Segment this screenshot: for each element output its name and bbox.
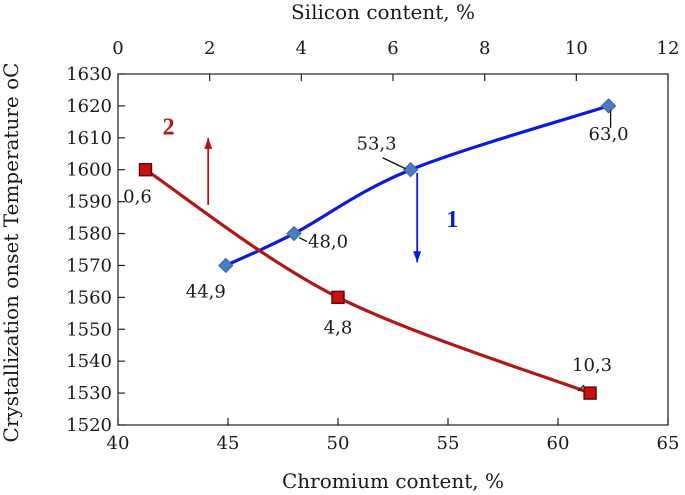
label-leader <box>382 157 406 170</box>
y-tick-label: 1540 <box>66 351 112 372</box>
x2-tick-label: 6 <box>387 38 398 59</box>
x-tick-label: 45 <box>217 433 240 454</box>
data-point <box>600 98 617 114</box>
label-leader <box>298 236 308 243</box>
x-tick-label: 50 <box>327 433 350 454</box>
y-tick-label: 1590 <box>66 192 112 213</box>
series2-arrow-head <box>204 137 213 149</box>
data-label: 10,3 <box>572 355 612 376</box>
data-point <box>286 225 302 242</box>
series-id-label: 1 <box>446 207 458 233</box>
y-tick-label: 1600 <box>66 160 112 181</box>
x-tick-label: 60 <box>547 433 570 454</box>
data-point <box>138 163 153 177</box>
data-point <box>402 162 419 178</box>
data-point <box>583 386 597 400</box>
series-id-label: 2 <box>163 115 175 141</box>
series-line <box>225 104 610 267</box>
y-axis-title: Crystallization onset Temperature oC <box>0 63 23 443</box>
data-label: 4,8 <box>324 317 353 338</box>
x2-tick-label: 8 <box>479 38 490 59</box>
y-tick-label: 1550 <box>66 319 112 340</box>
x2-tick-label: 0 <box>112 38 123 59</box>
data-label: 44,9 <box>186 281 226 302</box>
y-tick-label: 1580 <box>66 224 112 245</box>
data-label: 0,6 <box>123 187 152 208</box>
y-tick-label: 1630 <box>66 64 112 85</box>
series1-arrow-head <box>413 251 422 263</box>
x-axis-title: Chromium content, % <box>282 469 504 493</box>
y-tick-label: 1520 <box>66 415 112 436</box>
data-point <box>331 290 345 305</box>
x2-axis-title: Silicon content, % <box>291 0 475 24</box>
x2-tick-label: 12 <box>657 38 680 59</box>
x2-tick-label: 10 <box>565 38 588 59</box>
data-point <box>218 257 234 274</box>
x-tick-label: 40 <box>107 433 130 454</box>
x2-tick-label: 2 <box>204 38 215 59</box>
x-tick-label: 65 <box>657 433 680 454</box>
label-leader <box>577 384 585 392</box>
x-tick-label: 55 <box>437 433 460 454</box>
y-tick-label: 1610 <box>66 128 112 149</box>
y-tick-label: 1530 <box>66 383 112 404</box>
y-tick-label: 1570 <box>66 255 112 276</box>
y-tick-label: 1560 <box>66 287 112 308</box>
data-label: 63,0 <box>589 124 629 145</box>
x2-tick-label: 4 <box>296 38 307 59</box>
y-tick-label: 1620 <box>66 96 112 117</box>
data-label: 48,0 <box>308 232 348 253</box>
data-label: 53,3 <box>357 134 397 155</box>
